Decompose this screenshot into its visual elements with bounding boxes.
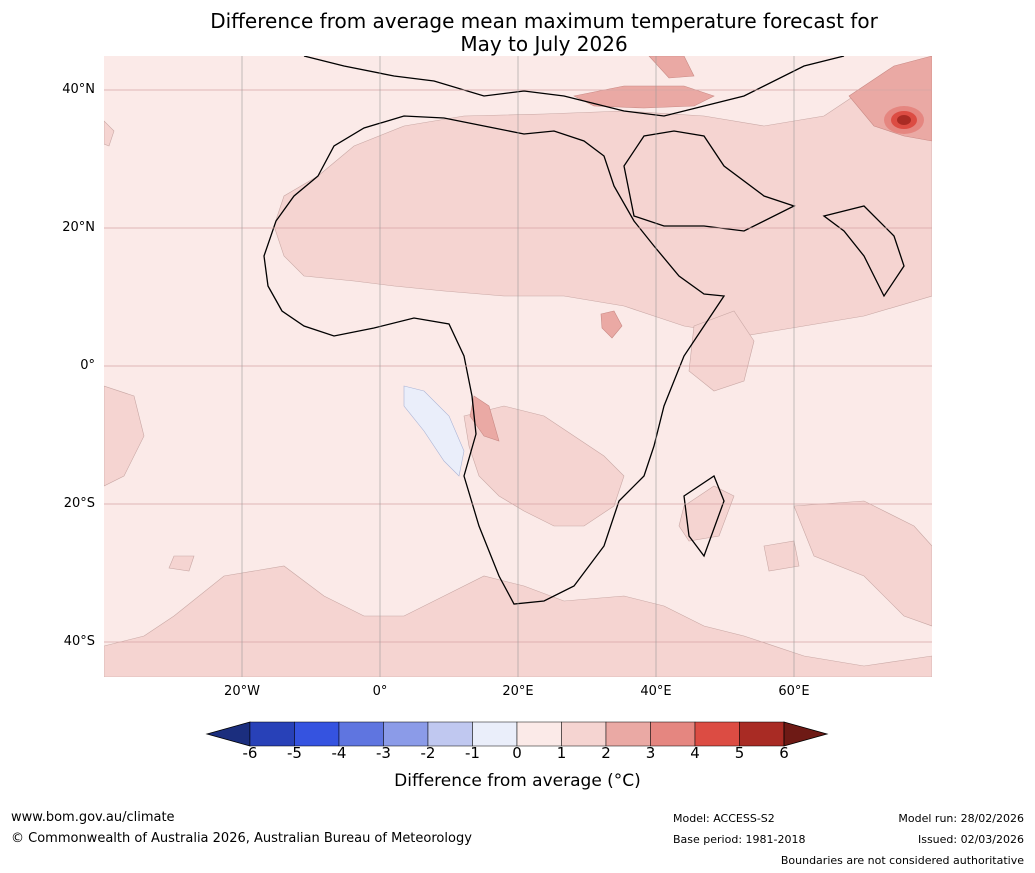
colorbar-extend-low bbox=[205, 721, 251, 747]
lat-label-40n: 40°N bbox=[62, 82, 95, 97]
colorbar-tick-label: 3 bbox=[645, 744, 656, 762]
chart-title-line1: Difference from average mean maximum tem… bbox=[210, 9, 878, 33]
colorbar-segment bbox=[694, 721, 740, 747]
colorbar-tick-label: 5 bbox=[734, 744, 745, 762]
lon-label-60e: 60°E bbox=[778, 684, 810, 699]
colorbar-extend-high bbox=[783, 721, 829, 747]
footer-website: www.bom.gov.au/climate bbox=[11, 810, 175, 825]
colorbar-tick-label: -3 bbox=[376, 744, 391, 762]
colorbar-segment bbox=[561, 721, 607, 747]
colorbar-segment bbox=[739, 721, 785, 747]
colorbar-segment bbox=[650, 721, 696, 747]
anomaly-5to6-zone bbox=[897, 115, 911, 125]
colorbar-tick-label: 4 bbox=[690, 744, 700, 762]
colorbar bbox=[205, 721, 829, 747]
footer-issued: Issued: 02/03/2026 bbox=[917, 833, 1024, 846]
coastlines bbox=[263, 56, 905, 605]
lat-label-20s: 20°S bbox=[63, 496, 95, 511]
colorbar-tick-label: -4 bbox=[331, 744, 347, 762]
anomaly-1to2-zones bbox=[104, 56, 932, 677]
longitude-gridlines bbox=[241, 56, 795, 677]
colorbar-tick-label: -1 bbox=[465, 744, 480, 762]
lon-label-0: 0° bbox=[372, 684, 388, 699]
colorbar-segment bbox=[294, 721, 340, 747]
colorbar-tick-label: -2 bbox=[420, 744, 436, 762]
colorbar-label: Difference from average (°C) bbox=[394, 771, 641, 791]
lat-label-equator: 0° bbox=[80, 358, 95, 373]
lon-label-40e: 40°E bbox=[640, 684, 672, 699]
colorbar-tick-label: 6 bbox=[779, 744, 789, 762]
colorbar-segment bbox=[605, 721, 651, 747]
colorbar-tick-label: -6 bbox=[242, 744, 258, 762]
chart-title-line2: May to July 2026 bbox=[460, 32, 628, 56]
colorbar-segment bbox=[472, 721, 518, 747]
colorbar-segment bbox=[427, 721, 473, 747]
lat-label-40s: 40°S bbox=[63, 634, 95, 649]
colorbar-segment bbox=[383, 721, 429, 747]
temperature-anomaly-map bbox=[104, 56, 932, 677]
colorbar-segment bbox=[338, 721, 384, 747]
lon-label-20e: 20°E bbox=[502, 684, 534, 699]
colorbar-segments bbox=[205, 721, 829, 747]
colorbar-segment bbox=[516, 721, 562, 747]
footer-model-run: Model run: 28/02/2026 bbox=[898, 812, 1024, 825]
colorbar-tick-label: -5 bbox=[287, 744, 302, 762]
footer-model: Model: ACCESS-S2 bbox=[673, 812, 775, 825]
footer-copyright: © Commonwealth of Australia 2026, Austra… bbox=[11, 831, 472, 846]
anomaly-minus1to0-zone bbox=[403, 385, 465, 477]
lon-label-20w: 20°W bbox=[224, 684, 260, 699]
colorbar-segment bbox=[249, 721, 295, 747]
colorbar-tick-label: 2 bbox=[601, 744, 611, 762]
colorbar-tick-label: 0 bbox=[512, 744, 522, 762]
colorbar-tick-label: 1 bbox=[556, 744, 567, 762]
footer-base-period: Base period: 1981-2018 bbox=[673, 833, 806, 846]
footer-disclaimer: Boundaries are not considered authoritat… bbox=[780, 854, 1024, 867]
lat-label-20n: 20°N bbox=[62, 220, 95, 235]
